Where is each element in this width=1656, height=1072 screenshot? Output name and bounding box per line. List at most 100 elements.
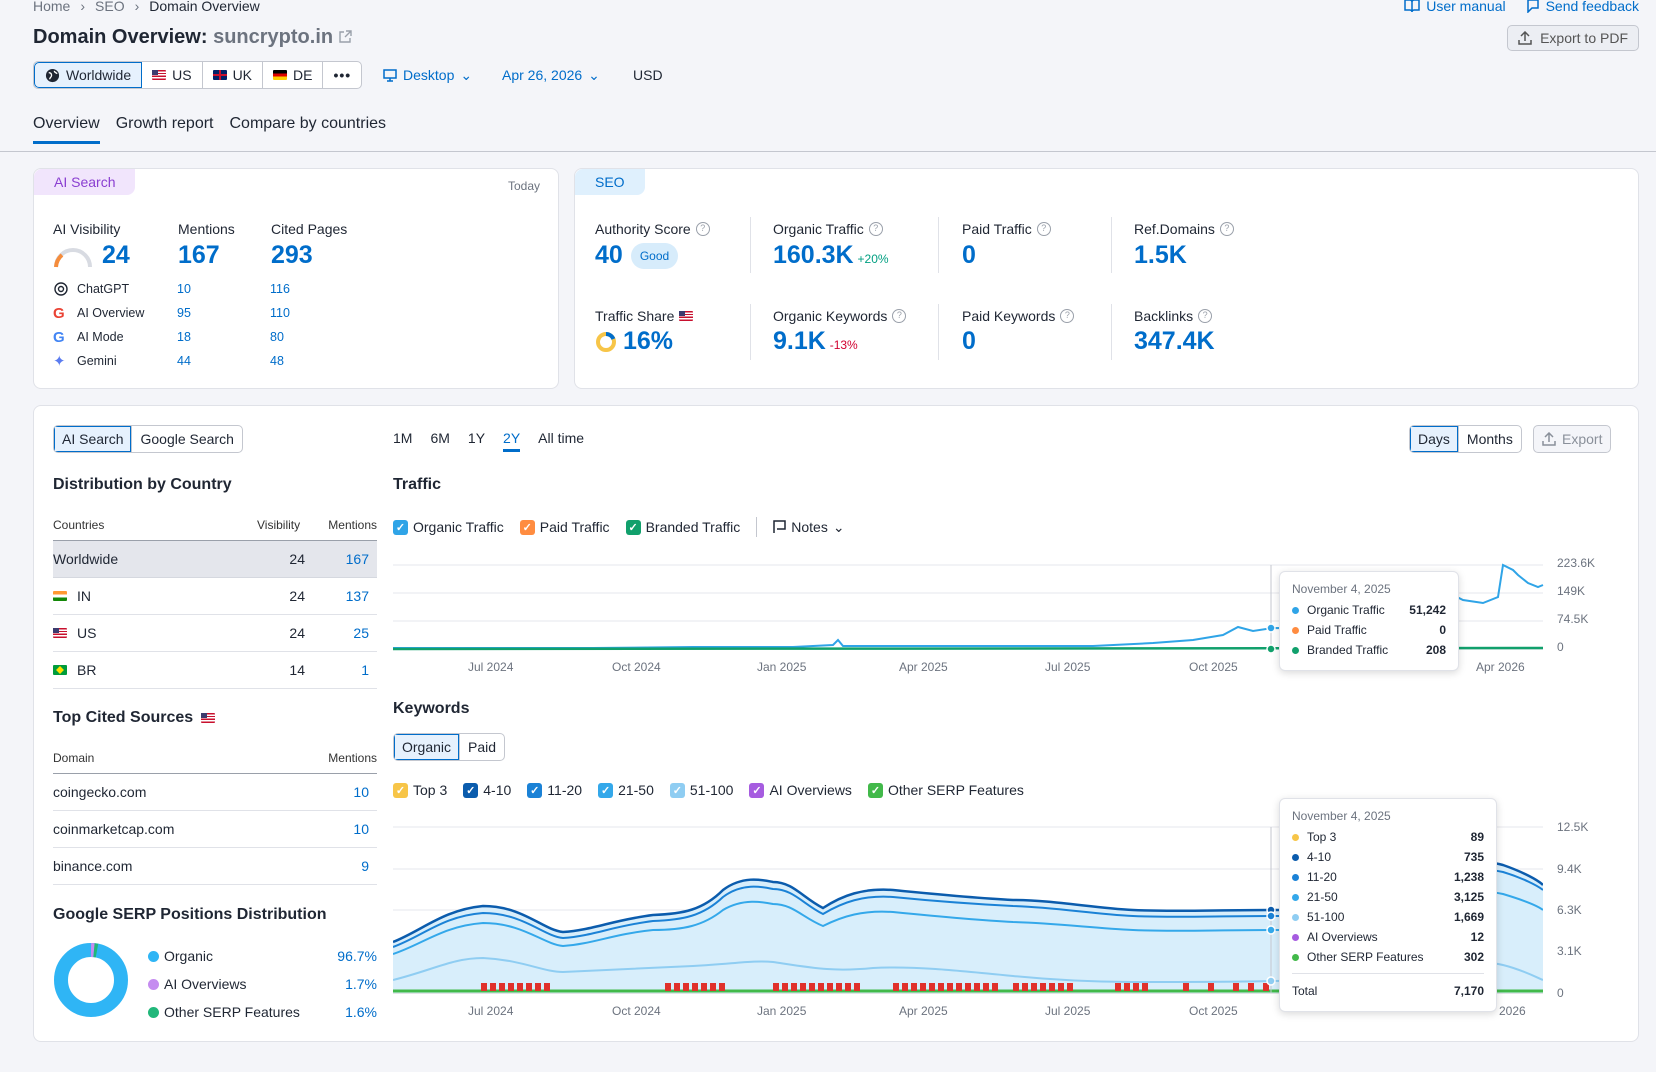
- source-row[interactable]: coinmarketcap.com 10: [53, 811, 377, 848]
- engine-name: AI Mode: [77, 330, 124, 344]
- source-row[interactable]: binance.com 9: [53, 848, 377, 885]
- toggle-organic[interactable]: Organic: [394, 734, 461, 760]
- legend-branded-traffic[interactable]: ✓ Branded Traffic: [625, 519, 740, 535]
- country-row-br[interactable]: BR 14 1: [53, 652, 377, 689]
- send-feedback-link[interactable]: Send feedback: [1526, 0, 1639, 14]
- db-us[interactable]: US: [142, 62, 203, 88]
- ai-engines-list: ChatGPT 10 116 G AI Overview 95 110 G AI…: [53, 277, 343, 373]
- help-icon[interactable]: ?: [868, 222, 883, 236]
- gemini-sparkle-icon: ✦: [53, 353, 66, 370]
- period-1m[interactable]: 1M: [393, 430, 413, 446]
- period-6m[interactable]: 6M: [430, 430, 450, 446]
- help-icon[interactable]: ?: [1198, 309, 1213, 323]
- ai-search-card: AI Search Today AI Visibility Mentions C…: [33, 168, 559, 389]
- legend-top-3[interactable]: ✓ Top 3: [393, 782, 447, 798]
- legend-11-20[interactable]: ✓ 11-20: [527, 782, 582, 798]
- toggle-google-search[interactable]: Google Search: [140, 431, 234, 447]
- legend-paid-traffic[interactable]: ✓ Paid Traffic: [519, 519, 610, 535]
- mentions-value[interactable]: 167: [178, 241, 220, 269]
- keywords-xtick: Oct 2024: [612, 1004, 661, 1018]
- external-link-icon[interactable]: [338, 30, 352, 43]
- serp-name: Organic: [164, 948, 214, 964]
- legend-4-10[interactable]: ✓ 4-10: [463, 782, 511, 798]
- db-uk[interactable]: UK: [203, 62, 264, 88]
- tab-overview[interactable]: Overview: [33, 115, 100, 144]
- col-visibility[interactable]: Visibility: [257, 517, 301, 532]
- feedback-icon: [1526, 0, 1539, 13]
- help-icon[interactable]: ?: [695, 222, 710, 236]
- organic-keywords-delta: -13%: [829, 338, 858, 352]
- help-icon[interactable]: ?: [1219, 222, 1234, 236]
- traffic-share-value[interactable]: 16%: [623, 327, 674, 355]
- paid-traffic-value[interactable]: 0: [962, 241, 976, 269]
- col-mentions[interactable]: Mentions: [328, 517, 377, 532]
- device-selector[interactable]: Desktop ⌄: [383, 61, 472, 89]
- legend-21-50[interactable]: ✓ 21-50: [598, 782, 654, 798]
- chatgpt-icon: [54, 282, 68, 296]
- breadcrumb-home[interactable]: Home: [33, 0, 71, 14]
- source-domain[interactable]: binance.com: [53, 858, 133, 874]
- country-row-us[interactable]: US 24 25: [53, 615, 377, 652]
- serp-donut-chart[interactable]: [53, 942, 129, 1018]
- engine-mentions[interactable]: 18: [177, 330, 191, 344]
- country-mentions[interactable]: 25: [353, 625, 369, 641]
- db-de[interactable]: DE: [263, 62, 324, 88]
- country-row-in[interactable]: IN 24 137: [53, 578, 377, 615]
- tooltip-row: 4-10 735: [1292, 847, 1484, 867]
- source-mentions[interactable]: 9: [361, 858, 369, 874]
- country-mentions[interactable]: 137: [345, 588, 369, 604]
- legend-other-serp[interactable]: ✓ Other SERP Features: [867, 782, 1024, 798]
- user-manual-link[interactable]: User manual: [1404, 0, 1506, 14]
- engine-mentions[interactable]: 10: [177, 282, 191, 296]
- source-mentions[interactable]: 10: [353, 821, 369, 837]
- more-databases-button[interactable]: •••: [323, 62, 361, 88]
- engine-cited[interactable]: 110: [270, 306, 290, 320]
- toggle-paid[interactable]: Paid: [468, 739, 497, 755]
- organic-traffic-value[interactable]: 160.3K: [773, 241, 854, 269]
- help-icon[interactable]: ?: [1036, 222, 1051, 236]
- legend-ai-overviews[interactable]: ✓ AI Overviews: [749, 782, 852, 798]
- serp-pct: 1.6%: [345, 1004, 377, 1020]
- engine-mentions[interactable]: 44: [177, 354, 191, 368]
- tab-growth-report[interactable]: Growth report: [115, 115, 214, 132]
- notes-dropdown[interactable]: Notes ⌄: [773, 519, 845, 536]
- tab-compare-by-countries[interactable]: Compare by countries: [229, 115, 387, 132]
- organic-keywords-value[interactable]: 9.1K: [773, 327, 826, 355]
- ref-domains-value[interactable]: 1.5K: [1134, 241, 1187, 269]
- period-2y[interactable]: 2Y: [503, 430, 521, 452]
- db-worldwide[interactable]: Worldwide: [34, 62, 143, 88]
- authority-score-value[interactable]: 40: [595, 241, 623, 269]
- help-icon[interactable]: ?: [1060, 309, 1075, 323]
- export-button[interactable]: Export: [1533, 425, 1612, 453]
- engine-cited[interactable]: 48: [270, 354, 284, 368]
- engine-cited[interactable]: 116: [270, 282, 290, 296]
- source-mentions[interactable]: 10: [353, 784, 369, 800]
- toggle-days[interactable]: Days: [1410, 426, 1459, 452]
- ai-visibility-value[interactable]: 24: [102, 241, 130, 269]
- backlinks-value[interactable]: 347.4K: [1134, 327, 1215, 355]
- help-icon[interactable]: ?: [892, 309, 907, 323]
- country-mentions[interactable]: 167: [345, 551, 369, 567]
- engine-mentions[interactable]: 95: [177, 306, 191, 320]
- country-row-worldwide[interactable]: Worldwide 24 167: [53, 541, 377, 578]
- source-domain[interactable]: coingecko.com: [53, 784, 147, 800]
- paid-keywords-value[interactable]: 0: [962, 327, 976, 355]
- country-mentions[interactable]: 1: [361, 662, 369, 678]
- cited-pages-value[interactable]: 293: [271, 241, 313, 269]
- col-mentions[interactable]: Mentions: [328, 750, 377, 765]
- engine-cited[interactable]: 80: [270, 330, 284, 344]
- domain-name[interactable]: suncrypto.in: [213, 26, 334, 48]
- toggle-months[interactable]: Months: [1466, 431, 1513, 447]
- toggle-ai-search[interactable]: AI Search: [54, 426, 133, 452]
- tooltip-date: November 4, 2025: [1292, 809, 1391, 823]
- legend-51-100[interactable]: ✓ 51-100: [669, 782, 733, 798]
- legend-label: Organic Traffic: [413, 519, 504, 535]
- export-pdf-button[interactable]: Export to PDF: [1507, 25, 1639, 51]
- source-row[interactable]: coingecko.com 10: [53, 774, 377, 811]
- breadcrumb-seo[interactable]: SEO: [95, 0, 125, 14]
- period-all-time[interactable]: All time: [538, 430, 585, 446]
- date-selector[interactable]: Apr 26, 2026 ⌄: [502, 61, 600, 89]
- period-1y[interactable]: 1Y: [467, 430, 486, 446]
- legend-organic-traffic[interactable]: ✓ Organic Traffic: [393, 519, 504, 535]
- source-domain[interactable]: coinmarketcap.com: [53, 821, 175, 837]
